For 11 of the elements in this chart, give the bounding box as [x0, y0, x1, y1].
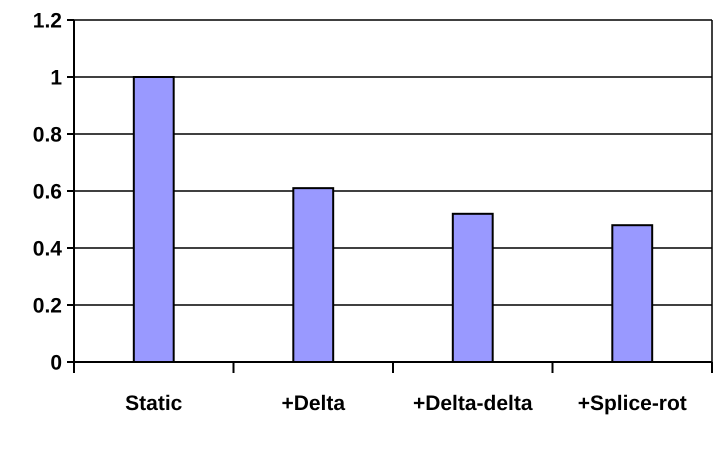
x-tick-label: +Delta-delta	[412, 392, 533, 415]
y-tick-label: 1.2	[32, 9, 62, 32]
y-tick-label: 0	[50, 351, 62, 374]
y-tick-label: 0.6	[32, 180, 62, 204]
x-tick-label: +Splice-rot	[578, 392, 687, 415]
y-tick-label: 0.8	[32, 123, 62, 146]
x-tick-label: +Delta	[281, 392, 346, 415]
y-tick-label: 0.2	[32, 294, 62, 318]
y-tick-label: 0.4	[32, 237, 62, 260]
y-tick-label: 1	[50, 66, 62, 90]
x-tick-label: Static	[125, 392, 183, 415]
